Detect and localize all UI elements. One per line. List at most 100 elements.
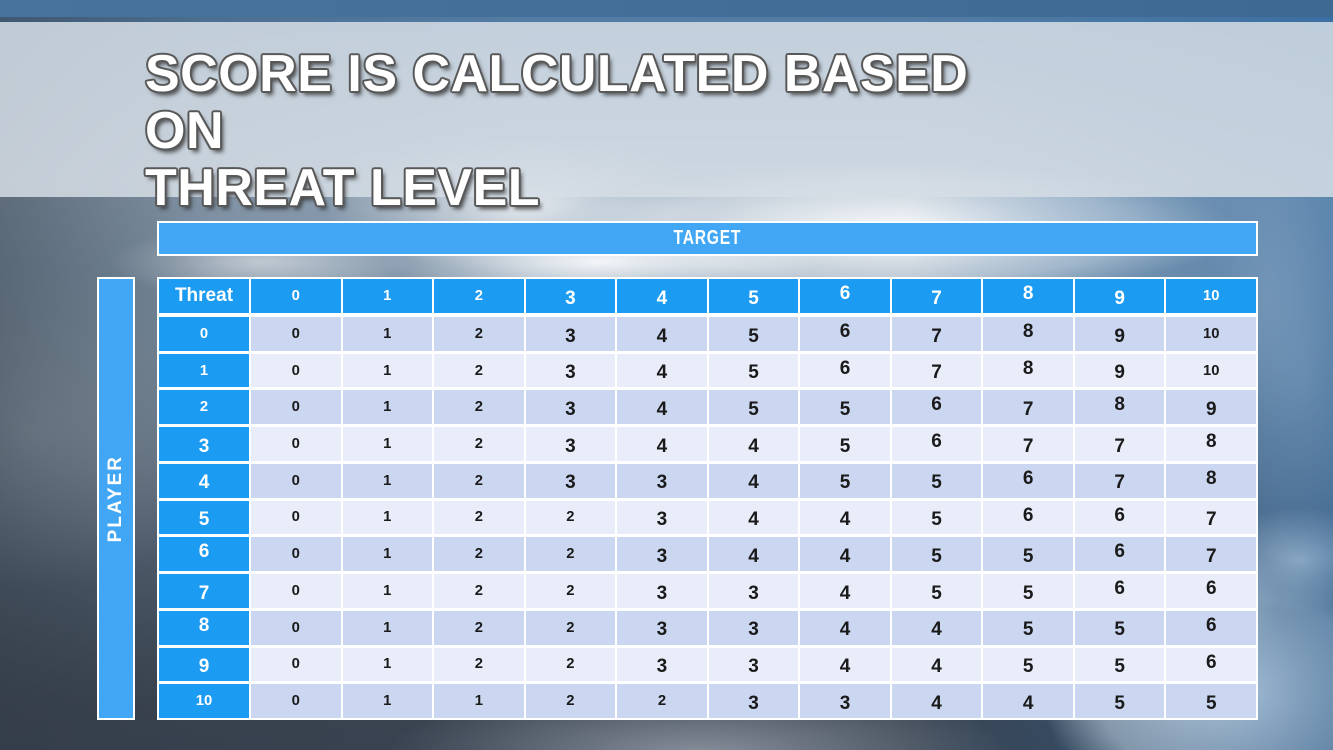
- matrix-cell: 3: [617, 537, 707, 572]
- top-accent-strip: [0, 0, 1333, 17]
- matrix-cell: 4: [800, 647, 890, 682]
- matrix-cell: 0: [251, 574, 341, 608]
- matrix-cell: 4: [617, 317, 707, 351]
- slide-title: SCORE IS CALCULATED BASED ON THREAT LEVE…: [145, 46, 1045, 217]
- matrix-cell: 3: [708, 684, 799, 718]
- matrix-cell: 1: [342, 390, 433, 425]
- matrix-cell: 5: [800, 463, 890, 498]
- matrix-cell: 7: [1074, 427, 1165, 461]
- matrix-cell: 3: [525, 427, 616, 461]
- matrix-cell: 2: [434, 353, 524, 388]
- matrix-cell: 0: [251, 317, 341, 351]
- matrix-cell: 1: [342, 574, 433, 608]
- corner-header-cell: Threat: [159, 279, 249, 313]
- matrix-cell: 5: [800, 390, 890, 425]
- matrix-cell: 5: [800, 427, 890, 461]
- matrix-cell: 6: [800, 317, 890, 351]
- matrix-cell: 2: [434, 427, 524, 461]
- matrix-cell: 8: [1074, 390, 1165, 425]
- matrix-cell: 5: [708, 390, 799, 425]
- matrix-cell: 7: [1166, 537, 1256, 572]
- matrix-col-header: 8: [983, 279, 1073, 313]
- matrix-col-header: 1: [342, 279, 433, 313]
- matrix-cell: 2: [525, 647, 616, 682]
- matrix-cell: 1: [342, 353, 433, 388]
- matrix-cell: 6: [1074, 537, 1165, 572]
- matrix-row-header: 2: [159, 390, 249, 425]
- matrix-cell: 6: [1166, 610, 1256, 645]
- matrix-cell: 2: [525, 574, 616, 608]
- matrix-cell: 0: [251, 463, 341, 498]
- matrix-cell: 4: [708, 427, 799, 461]
- matrix-cell: 3: [708, 574, 799, 608]
- matrix-col-header: 2: [434, 279, 524, 313]
- matrix-cell: 6: [1166, 574, 1256, 608]
- matrix-cell: 5: [891, 500, 982, 535]
- matrix-cell: 3: [708, 647, 799, 682]
- matrix-cell: 7: [983, 390, 1073, 425]
- matrix-cell: 7: [891, 317, 982, 351]
- title-band: [0, 22, 1333, 197]
- matrix-cell: 5: [891, 537, 982, 572]
- matrix-row-header: 7: [159, 574, 249, 608]
- matrix-cell: 1: [434, 684, 524, 718]
- matrix-cell: 8: [983, 317, 1073, 351]
- matrix-row-header: 6: [159, 537, 249, 572]
- matrix-row-header: 9: [159, 647, 249, 682]
- matrix-cell: 7: [1074, 463, 1165, 498]
- player-group-header: PLAYER: [97, 277, 135, 720]
- matrix-cell: 9: [1074, 353, 1165, 388]
- matrix-col-header: 3: [525, 279, 616, 313]
- matrix-cell: 4: [891, 647, 982, 682]
- matrix-cell: 4: [708, 463, 799, 498]
- matrix-cell: 5: [891, 463, 982, 498]
- matrix-cell: 4: [800, 574, 890, 608]
- matrix-row-header: 3: [159, 427, 249, 461]
- matrix-col-header: 9: [1074, 279, 1165, 313]
- matrix-cell: 6: [891, 390, 982, 425]
- matrix-cell: 8: [1166, 463, 1256, 498]
- matrix-cell: 5: [891, 574, 982, 608]
- matrix-cell: 3: [525, 353, 616, 388]
- matrix-cell: 0: [251, 390, 341, 425]
- matrix-cell: 0: [251, 647, 341, 682]
- matrix-cell: 7: [891, 353, 982, 388]
- matrix-cell: 2: [525, 684, 616, 718]
- matrix-cell: 0: [251, 684, 341, 718]
- matrix-cell: 3: [708, 610, 799, 645]
- matrix-cell: 1: [342, 463, 433, 498]
- matrix-cell: 5: [1074, 684, 1165, 718]
- matrix-cell: 5: [708, 317, 799, 351]
- matrix-cell: 2: [525, 500, 616, 535]
- matrix-cell: 2: [525, 610, 616, 645]
- matrix-cell: 0: [251, 500, 341, 535]
- matrix-cell: 5: [1074, 647, 1165, 682]
- matrix-cell: 3: [617, 500, 707, 535]
- matrix-cell: 1: [342, 684, 433, 718]
- matrix-cell: 3: [617, 574, 707, 608]
- matrix-cell: 0: [251, 610, 341, 645]
- matrix-cell: 4: [708, 500, 799, 535]
- matrix-cell: 3: [617, 463, 707, 498]
- matrix-col-header: 6: [800, 279, 890, 313]
- matrix-cell: 6: [1166, 647, 1256, 682]
- slide-title-line-1: SCORE IS CALCULATED BASED ON: [145, 45, 969, 160]
- matrix-cell: 5: [983, 537, 1073, 572]
- matrix-cell: 4: [617, 427, 707, 461]
- matrix-cell: 5: [983, 574, 1073, 608]
- matrix-col-header: 5: [708, 279, 799, 313]
- matrix-cell: 4: [891, 684, 982, 718]
- matrix-cell: 1: [342, 427, 433, 461]
- matrix-cell: 6: [983, 463, 1073, 498]
- matrix-cell: 8: [1166, 427, 1256, 461]
- matrix-cell: 2: [434, 610, 524, 645]
- matrix-cell: 4: [800, 500, 890, 535]
- target-label: TARGET: [673, 227, 742, 249]
